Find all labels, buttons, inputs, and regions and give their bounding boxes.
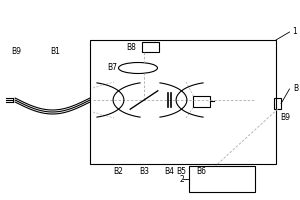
Text: B1: B1 (51, 47, 60, 56)
Text: B7: B7 (107, 64, 117, 72)
Text: B8: B8 (127, 43, 136, 51)
Text: B: B (293, 84, 298, 93)
Text: B4: B4 (164, 167, 175, 176)
Bar (90, 40, 276, 164)
Bar (274, 98, 281, 109)
Text: 1: 1 (292, 27, 297, 36)
Text: B9: B9 (280, 113, 290, 122)
Text: B2: B2 (114, 167, 123, 176)
Text: B6: B6 (196, 167, 207, 176)
Text: B5: B5 (176, 167, 187, 176)
Text: 2: 2 (180, 174, 184, 184)
Text: B9: B9 (11, 47, 22, 56)
Bar (194, 96, 210, 107)
Text: B3: B3 (139, 167, 149, 176)
Bar (142, 42, 159, 52)
Bar (189, 166, 255, 192)
